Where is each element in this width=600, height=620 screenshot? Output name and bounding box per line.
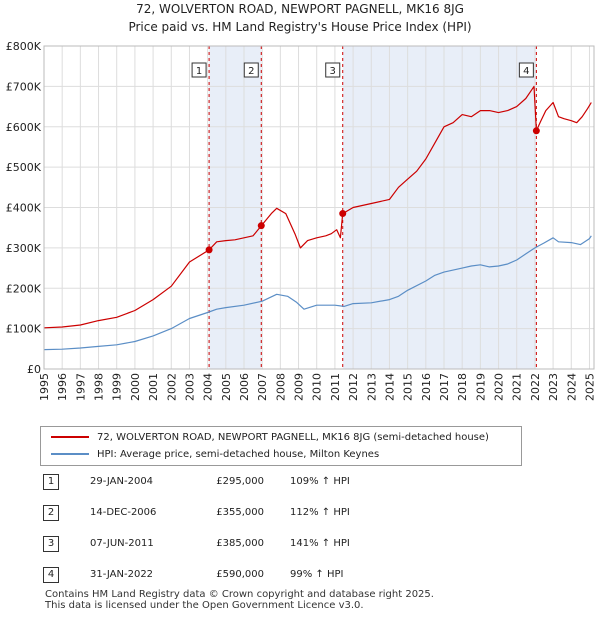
sale-number-badge: 4	[43, 567, 59, 583]
x-tick-label: 2015	[402, 373, 415, 401]
sale-hpi-change: 112% ↑ HPI	[290, 507, 350, 518]
x-tick-label: 2016	[420, 373, 433, 401]
legend-swatch-hpi	[51, 453, 89, 455]
sale-date: 29-JAN-2004	[90, 476, 154, 487]
x-tick-label: 2025	[583, 373, 596, 401]
legend-item-property: 72, WOLVERTON ROAD, NEWPORT PAGNELL, MK1…	[51, 430, 489, 444]
x-tick-label: 1999	[111, 373, 124, 401]
x-tick-label: 2002	[165, 373, 178, 401]
sale-price: £355,000	[216, 507, 264, 518]
y-tick-label: £300K	[6, 242, 42, 255]
footer-line-copyright: Contains HM Land Registry data © Crown c…	[45, 589, 434, 600]
x-tick-label: 2019	[474, 373, 487, 401]
sale-row: 1 29-JAN-2004 £295,000 109% ↑ HPI	[0, 472, 600, 492]
y-tick-label: £400K	[6, 202, 42, 215]
x-tick-label: 2009	[293, 373, 306, 401]
y-tick-label: £600K	[6, 121, 42, 134]
x-tick-label: 1997	[74, 373, 87, 401]
x-tick-label: 2000	[129, 373, 142, 401]
sale-marker-label: 4	[523, 66, 529, 77]
x-tick-label: 2006	[238, 373, 251, 401]
sale-price: £590,000	[216, 569, 264, 580]
sale-date: 07-JUN-2011	[90, 538, 154, 549]
sale-marker-box	[325, 62, 341, 78]
legend-label-hpi: HPI: Average price, semi-detached house,…	[97, 448, 380, 460]
footer-attribution: Contains HM Land Registry data © Crown c…	[45, 589, 434, 611]
legend-swatch-property	[51, 436, 89, 438]
chart-legend: 72, WOLVERTON ROAD, NEWPORT PAGNELL, MK1…	[40, 426, 522, 466]
x-tick-label: 2011	[329, 373, 342, 401]
x-tick-label: 1998	[93, 373, 106, 401]
sale-marker-box	[243, 62, 259, 78]
sale-hpi-change: 141% ↑ HPI	[290, 538, 350, 549]
x-tick-label: 2018	[456, 373, 469, 401]
x-tick-label: 2022	[529, 373, 542, 401]
sale-hpi-change: 109% ↑ HPI	[290, 476, 350, 487]
sale-point	[205, 246, 213, 254]
chart-title: 72, WOLVERTON ROAD, NEWPORT PAGNELL, MK1…	[136, 2, 464, 16]
x-tick-label: 2014	[383, 373, 396, 401]
sale-point	[257, 222, 265, 230]
sale-marker-label: 1	[196, 66, 202, 77]
sale-price: £385,000	[216, 538, 264, 549]
x-tick-label: 2010	[311, 373, 324, 401]
sale-date: 31-JAN-2022	[90, 569, 154, 580]
sale-marker-box	[518, 62, 534, 78]
x-tick-label: 2024	[565, 373, 578, 401]
hpi-series-line	[43, 235, 592, 351]
sale-number-badge: 2	[43, 505, 59, 521]
x-tick-label: 2013	[365, 373, 378, 401]
x-tick-label: 1995	[38, 373, 51, 401]
legend-label-property: 72, WOLVERTON ROAD, NEWPORT PAGNELL, MK1…	[97, 431, 489, 443]
sale-number-badge: 3	[43, 536, 59, 552]
x-tick-label: 2012	[347, 373, 360, 401]
x-tick-label: 1996	[56, 373, 69, 401]
y-tick-label: £500K	[6, 161, 42, 174]
sale-row: 4 31-JAN-2022 £590,000 99% ↑ HPI	[0, 565, 600, 585]
sale-point	[339, 210, 347, 218]
x-tick-label: 2004	[202, 373, 215, 401]
plot-frame	[43, 45, 595, 370]
x-tick-label: 2003	[183, 373, 196, 401]
x-tick-label: 2001	[147, 373, 160, 401]
x-tick-label: 2017	[438, 373, 451, 401]
x-tick-label: 2007	[256, 373, 269, 401]
sale-marker-label: 3	[330, 66, 336, 77]
sale-marker-box	[191, 62, 207, 78]
legend-item-hpi: HPI: Average price, semi-detached house,…	[51, 447, 379, 461]
y-tick-label: £200K	[6, 282, 42, 295]
sale-number-badge: 1	[43, 474, 59, 490]
x-tick-label: 2021	[511, 373, 524, 401]
y-tick-label: £700K	[6, 80, 42, 93]
footer-line-licence: This data is licensed under the Open Gov…	[45, 600, 364, 611]
sale-price: £295,000	[216, 476, 264, 487]
y-tick-label: £800K	[6, 40, 42, 53]
price-chart: 72, WOLVERTON ROAD, NEWPORT PAGNELL, MK1…	[6, 2, 597, 401]
chart-subtitle: Price paid vs. HM Land Registry's House …	[128, 20, 471, 34]
x-tick-label: 2020	[493, 373, 506, 401]
x-tick-label: 2023	[547, 373, 560, 401]
y-tick-label: £100K	[6, 323, 42, 336]
sale-point	[532, 127, 540, 135]
sale-marker-label: 2	[248, 66, 254, 77]
sale-date: 14-DEC-2006	[90, 507, 157, 518]
sale-row: 2 14-DEC-2006 £355,000 112% ↑ HPI	[0, 503, 600, 523]
x-tick-label: 2008	[274, 373, 287, 401]
y-tick-label: £0	[27, 363, 41, 376]
x-tick-label: 2005	[220, 373, 233, 401]
sale-hpi-change: 99% ↑ HPI	[290, 569, 344, 580]
sale-row: 3 07-JUN-2011 £385,000 141% ↑ HPI	[0, 534, 600, 554]
